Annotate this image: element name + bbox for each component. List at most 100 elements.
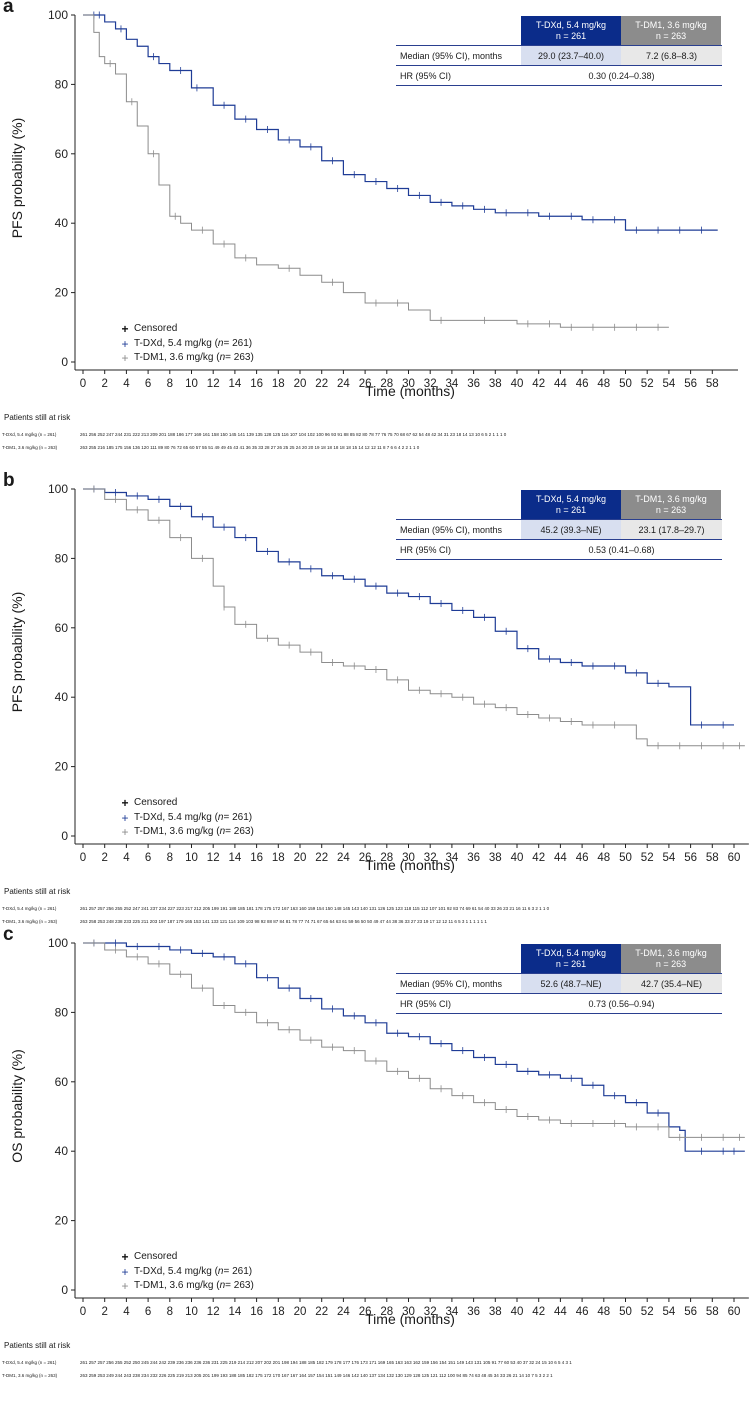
x-tick-label: 2 <box>101 852 107 864</box>
x-tick-label: 6 <box>145 378 151 390</box>
hr-label: HR (95% CI) <box>400 544 452 555</box>
x-tick-label: 52 <box>641 1306 654 1318</box>
y-tick-label: 60 <box>55 1075 69 1089</box>
risk-row-dxd: T-DXd, 5.4 mg/kg (n = 261) 261 257 257 25… <box>0 906 749 916</box>
risk-row-dm1: T-DM1, 3.6 mg/kg (n = 263) 263 258 253 24… <box>0 919 749 929</box>
km-curve-dxd <box>83 14 718 231</box>
summary-header: T-DXd, 5.4 mg/kg n = 261 T-DM1, 3.6 mg/kg… <box>396 16 722 45</box>
km-curve-dm1 <box>83 14 669 328</box>
x-tick-label: 26 <box>359 378 372 390</box>
x-tick-label: 54 <box>663 378 676 390</box>
x-tick-label: 18 <box>272 1306 285 1318</box>
median-row: Median (95% CI), months 45.2 (39.3–NE) 2… <box>396 519 722 539</box>
x-axis-label: Time (months) <box>365 383 455 399</box>
risk-numbers: 263 255 216 185 175 156 136 120 111 89 8… <box>80 445 420 450</box>
x-tick-label: 48 <box>597 1306 610 1318</box>
y-tick-label: 20 <box>55 286 69 300</box>
line-plus-icon: + <box>121 351 129 365</box>
y-axis-label: PFS probability (%) <box>9 591 25 713</box>
legend-n-value: = 263) <box>225 352 254 363</box>
legend-n-value: = 261) <box>223 1265 253 1277</box>
x-tick-label: 14 <box>229 852 242 864</box>
y-tick-label: 40 <box>55 216 69 230</box>
median-row: Median (95% CI), months 29.0 (23.7–40.0)… <box>396 45 722 65</box>
y-axis-label: PFS probability (%) <box>9 117 25 239</box>
legend-label: T-DM1, 3.6 mg/kg ( <box>134 352 220 363</box>
hr-label: HR (95% CI) <box>400 998 452 1009</box>
hr-row: HR (95% CI) 0.30 (0.24–0.38) <box>396 65 722 86</box>
risk-row-dm1: T-DM1, 3.6 mg/kg (n = 263) 263 255 216 18… <box>0 445 749 455</box>
legend-n: n <box>219 1280 226 1291</box>
x-tick-label: 32 <box>424 1306 437 1318</box>
legend-dm1: + T-DM1, 3.6 mg/kg (n = 263) <box>116 1279 254 1294</box>
hr-value: 0.53 (0.41–0.68) <box>588 544 655 555</box>
x-tick-label: 34 <box>446 1306 459 1318</box>
legend-n-value: = 263) <box>225 1280 254 1291</box>
legend-label: Censored <box>134 797 178 808</box>
y-tick-label: 0 <box>61 829 68 843</box>
x-tick-label: 56 <box>684 852 697 864</box>
x-tick-label: 52 <box>641 378 654 390</box>
x-tick-label: 20 <box>294 1306 307 1318</box>
x-tick-label: 20 <box>294 852 307 864</box>
y-tick-label: 40 <box>55 690 69 704</box>
legend-n: n <box>217 337 224 349</box>
x-tick-label: 36 <box>467 1306 480 1318</box>
dxd-header: T-DXd, 5.4 mg/kg n = 261 <box>521 16 621 45</box>
km-curve-dm1 <box>83 942 745 1138</box>
x-tick-label: 12 <box>207 852 220 864</box>
legend-n-value: = 263) <box>225 826 254 837</box>
y-tick-label: 100 <box>48 936 68 950</box>
x-tick-label: 0 <box>80 378 86 390</box>
km-curve-dxd <box>83 942 745 1152</box>
risk-label: T-DXd, 5.4 mg/kg (n = 261) <box>2 432 57 437</box>
x-tick-label: 52 <box>641 852 654 864</box>
risk-numbers: 261 257 257 256 255 252 247 241 237 234 … <box>80 906 550 911</box>
x-tick-label: 24 <box>337 852 350 864</box>
y-tick-label: 0 <box>61 355 68 369</box>
panel-letter: c <box>3 924 14 945</box>
y-tick-label: 80 <box>55 1005 69 1019</box>
x-tick-label: 30 <box>402 852 415 864</box>
x-tick-label: 34 <box>446 378 459 390</box>
x-tick-label: 10 <box>185 852 198 864</box>
x-tick-label: 10 <box>185 1306 198 1318</box>
x-tick-label: 32 <box>424 378 437 390</box>
y-tick-label: 100 <box>48 8 68 22</box>
x-tick-label: 8 <box>167 852 173 864</box>
legend-dm1: + T-DM1, 3.6 mg/kg (n = 263) <box>116 825 254 840</box>
x-tick-label: 22 <box>315 852 328 864</box>
panel-c: c 0 20 40 60 80 100 0 2 4 6 8 10 12 14 16 18 20 22 24 26 28 3… <box>0 924 749 1398</box>
risk-row-dxd: T-DXd, 5.4 mg/kg (n = 261) 261 256 252 24… <box>0 432 749 442</box>
y-tick-label: 60 <box>55 621 69 635</box>
risk-row-dm1: T-DM1, 3.6 mg/kg (n = 263) 263 259 253 24… <box>0 1373 749 1383</box>
x-tick-label: 6 <box>145 1306 151 1318</box>
x-tick-label: 38 <box>489 378 502 390</box>
legend-label: T-DXd, 5.4 mg/kg ( <box>134 811 218 823</box>
x-tick-label: 30 <box>402 378 415 390</box>
y-tick-label: 40 <box>55 1144 69 1158</box>
risk-label: T-DM1, 3.6 mg/kg (n = 263) <box>2 445 58 450</box>
risk-numbers: 263 258 253 248 238 233 225 211 203 197 … <box>80 919 487 924</box>
panel-letter: a <box>3 0 14 17</box>
x-tick-label: 22 <box>315 378 328 390</box>
x-tick-label: 34 <box>446 852 459 864</box>
x-tick-label: 42 <box>532 852 545 864</box>
x-tick-label: 26 <box>359 1306 372 1318</box>
plus-icon: + <box>121 1250 129 1264</box>
risk-numbers: 263 259 253 249 244 243 238 234 232 226 … <box>80 1373 553 1378</box>
x-tick-label: 26 <box>359 852 372 864</box>
x-tick-label: 2 <box>101 378 107 390</box>
risk-title: Patients still at risk <box>4 1341 71 1350</box>
line-plus-icon: + <box>121 810 129 825</box>
x-tick-label: 40 <box>511 1306 524 1318</box>
risk-numbers: 261 257 257 256 255 252 250 245 244 242 … <box>80 1360 572 1365</box>
x-tick-label: 10 <box>185 378 198 390</box>
x-tick-label: 58 <box>706 378 719 390</box>
x-tick-label: 0 <box>80 852 86 864</box>
hr-value: 0.73 (0.56–0.94) <box>588 998 655 1009</box>
summary-header: T-DXd, 5.4 mg/kg n = 261 T-DM1, 3.6 mg/kg… <box>396 944 722 973</box>
summary-table: T-DXd, 5.4 mg/kg n = 261 T-DM1, 3.6 mg/kg… <box>396 490 722 560</box>
x-tick-label: 28 <box>380 852 393 864</box>
